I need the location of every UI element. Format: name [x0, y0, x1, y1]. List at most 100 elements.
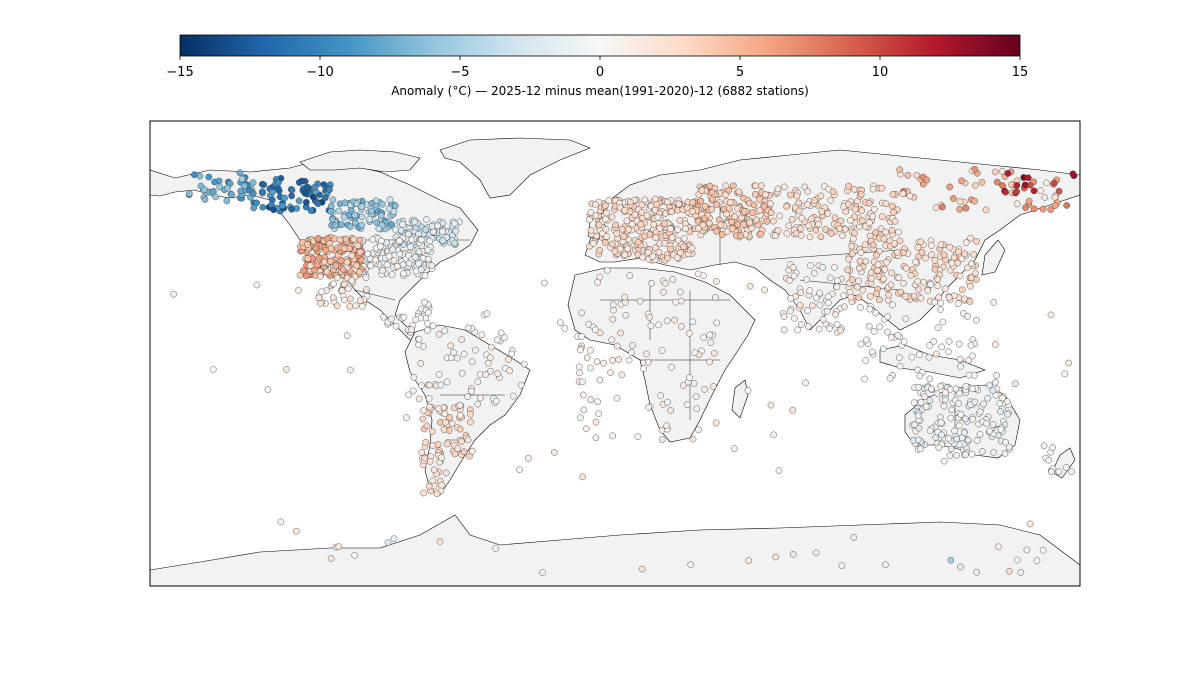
station-marker [815, 325, 823, 333]
station-marker [447, 342, 455, 350]
station-marker [327, 257, 334, 265]
station-marker [942, 389, 949, 397]
station-marker [841, 225, 849, 233]
station-marker [953, 435, 961, 443]
station-marker [492, 545, 499, 552]
station-marker [424, 320, 431, 327]
station-marker [971, 398, 979, 406]
station-marker [817, 233, 825, 241]
station-marker [750, 201, 758, 209]
station-marker [1041, 194, 1049, 201]
station-marker [688, 244, 696, 252]
station-marker [776, 212, 784, 220]
station-marker [869, 185, 877, 193]
station-marker [451, 450, 459, 458]
station-marker [508, 350, 516, 358]
station-marker [868, 274, 875, 282]
station-marker [594, 398, 601, 406]
station-marker [638, 208, 646, 216]
station-marker [923, 176, 931, 184]
station-marker [712, 419, 720, 427]
station-marker [372, 256, 379, 264]
station-marker [620, 233, 628, 240]
station-marker [890, 208, 897, 216]
station-marker [323, 268, 331, 276]
station-marker [647, 322, 655, 330]
station-marker [409, 387, 417, 395]
station-marker [443, 440, 451, 448]
station-marker [587, 396, 595, 404]
station-marker [249, 179, 257, 186]
station-marker [695, 225, 702, 232]
station-marker [329, 216, 336, 223]
station-marker [876, 323, 884, 331]
station-marker [390, 257, 398, 264]
station-marker [661, 220, 669, 227]
station-marker [211, 178, 218, 186]
station-marker [425, 381, 433, 389]
station-marker [989, 387, 997, 394]
station-marker [933, 350, 940, 358]
station-marker [322, 246, 330, 254]
station-marker [687, 561, 695, 568]
station-marker [259, 203, 267, 211]
station-marker [803, 276, 811, 283]
station-marker [844, 266, 851, 274]
station-marker [456, 425, 464, 433]
station-marker [341, 245, 348, 252]
station-marker [663, 422, 671, 430]
station-marker [816, 301, 824, 309]
station-marker [674, 236, 682, 244]
station-marker [385, 205, 393, 213]
station-marker [926, 342, 934, 349]
station-marker [637, 220, 645, 228]
station-marker [940, 402, 948, 410]
station-marker [855, 277, 862, 285]
station-marker [689, 208, 696, 215]
station-marker [375, 225, 383, 233]
station-marker [651, 206, 659, 214]
station-marker [886, 375, 894, 382]
station-marker [446, 414, 453, 421]
station-marker [583, 425, 590, 433]
station-marker [609, 432, 616, 440]
station-marker [629, 342, 636, 349]
station-marker [501, 334, 508, 342]
station-marker [668, 363, 675, 371]
station-marker [201, 186, 208, 193]
station-marker [797, 225, 805, 232]
station-marker [363, 286, 370, 293]
station-marker [737, 232, 745, 240]
station-marker [648, 279, 655, 287]
land-madagascar [731, 379, 749, 419]
station-marker [595, 410, 603, 418]
station-marker [332, 221, 339, 229]
station-marker [762, 191, 769, 198]
station-marker [332, 262, 340, 270]
station-marker [434, 441, 442, 448]
station-marker [580, 406, 588, 414]
station-marker [292, 527, 300, 535]
station-marker [836, 225, 843, 232]
station-marker [940, 457, 948, 465]
station-marker [677, 288, 684, 296]
station-marker [351, 552, 359, 559]
station-marker [468, 447, 476, 455]
station-marker [955, 340, 963, 348]
station-marker [866, 305, 874, 313]
station-marker [996, 400, 1004, 407]
station-marker [646, 313, 653, 321]
station-marker [752, 191, 759, 198]
station-marker [314, 200, 322, 207]
station-marker [464, 436, 472, 444]
station-marker [579, 378, 586, 386]
station-marker [1002, 188, 1009, 196]
station-marker [695, 426, 702, 434]
station-marker [720, 205, 728, 213]
station-marker [658, 347, 666, 354]
station-marker [746, 219, 754, 226]
colorbar-ticks: −15 −10 −5 0 5 10 15 [166, 56, 1028, 80]
station-marker [841, 303, 848, 311]
station-marker [780, 313, 788, 321]
station-marker [493, 397, 500, 405]
